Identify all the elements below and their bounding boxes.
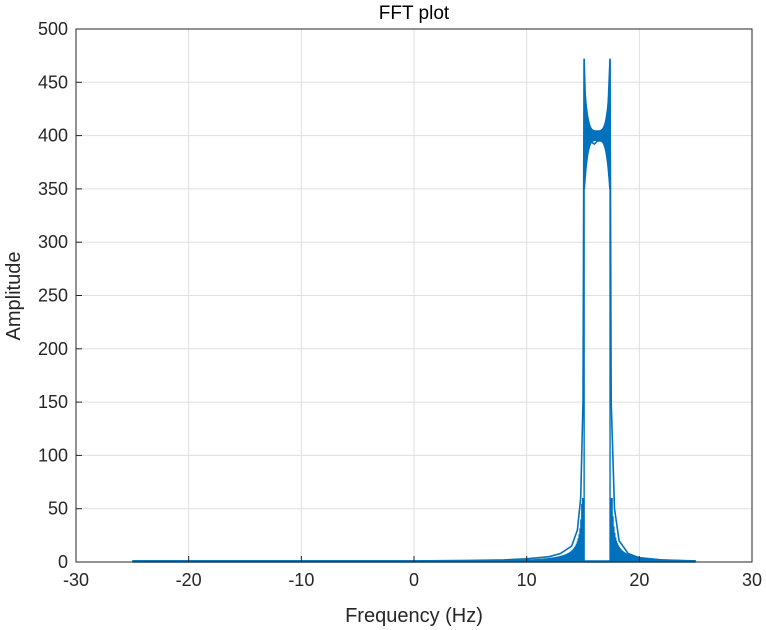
x-tick-label: 30 [742, 570, 762, 590]
chart-title: FFT plot [379, 3, 450, 24]
y-tick-label: 100 [38, 445, 68, 465]
y-tick-label: 350 [38, 179, 68, 199]
y-tick-label: 150 [38, 392, 68, 412]
x-tick-label: 0 [409, 570, 419, 590]
y-tick-label: 200 [38, 339, 68, 359]
y-tick-label: 0 [58, 552, 68, 572]
x-axis-label: Frequency (Hz) [345, 605, 483, 627]
y-tick-label: 50 [48, 499, 68, 519]
y-tick-label: 500 [38, 19, 68, 39]
x-tick-label: -10 [288, 570, 314, 590]
y-tick-label: 400 [38, 126, 68, 146]
y-axis-label: Amplitude [3, 252, 25, 341]
y-tick-label: 250 [38, 286, 68, 306]
x-tick-label: -20 [176, 570, 202, 590]
y-tick-label: 450 [38, 72, 68, 92]
ticks: -30 -20 -10 0 10 20 30050100150200250300350400… [38, 19, 762, 590]
x-tick-label: 20 [629, 570, 649, 590]
x-tick-label: 10 [517, 570, 537, 590]
grid-lines [76, 29, 752, 562]
y-tick-label: 300 [38, 232, 68, 252]
x-tick-label: -30 [63, 570, 89, 590]
